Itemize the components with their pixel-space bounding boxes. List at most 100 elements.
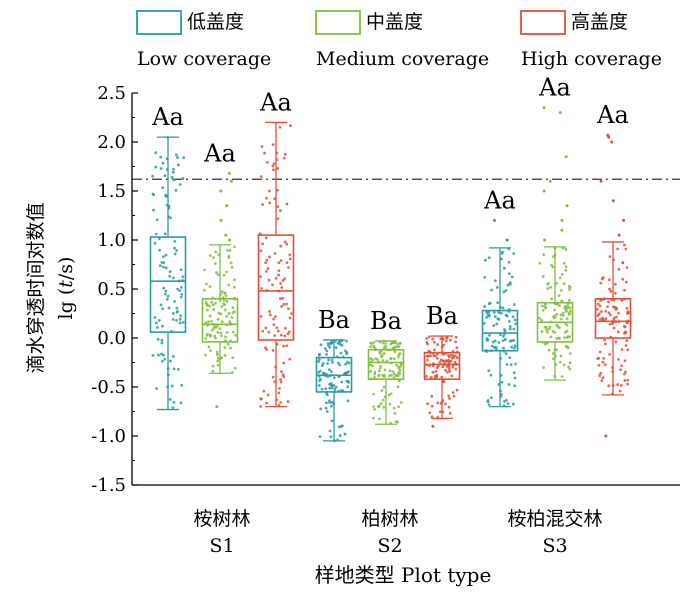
data-point <box>271 164 275 168</box>
data-point <box>490 396 493 400</box>
data-point <box>512 303 516 306</box>
data-point <box>162 353 165 357</box>
outlier-point <box>560 228 564 232</box>
data-point <box>230 265 234 269</box>
data-point <box>438 360 442 364</box>
data-point <box>155 326 159 329</box>
data-point <box>503 338 507 341</box>
legend-label-en: Medium coverage <box>316 48 489 70</box>
data-point <box>442 380 446 383</box>
data-point <box>607 278 611 282</box>
data-point <box>274 276 278 280</box>
data-point <box>168 270 172 273</box>
data-point <box>372 392 375 396</box>
data-point <box>430 394 434 398</box>
data-point <box>378 417 381 421</box>
data-point <box>208 304 211 308</box>
data-point <box>537 316 541 320</box>
data-point <box>368 363 372 367</box>
data-point <box>223 308 227 312</box>
box-s3-medium <box>536 106 574 381</box>
plot-area: Aa Aa Aa Ba Ba Ba Aa Aa Aa <box>132 74 680 443</box>
data-point <box>454 340 457 344</box>
data-point <box>220 290 224 294</box>
data-point <box>277 261 281 265</box>
data-point <box>209 333 212 337</box>
data-point <box>217 253 221 257</box>
data-point <box>393 350 397 354</box>
data-point <box>154 232 158 236</box>
significance-label: Ba <box>318 306 350 334</box>
data-point <box>492 311 496 314</box>
data-point <box>151 353 155 357</box>
data-point <box>501 306 505 310</box>
legend-item: 低盖度 Low coverage <box>136 10 271 70</box>
data-point <box>452 355 456 359</box>
data-point <box>174 188 178 192</box>
data-point <box>566 302 570 306</box>
data-point <box>224 335 227 339</box>
data-point <box>325 410 329 413</box>
data-point <box>449 359 453 363</box>
data-point <box>285 261 289 265</box>
data-point <box>514 322 518 326</box>
data-point <box>568 288 571 291</box>
data-point <box>172 167 175 171</box>
data-point <box>447 394 451 398</box>
data-point <box>282 156 286 160</box>
data-point <box>173 300 176 303</box>
data-point <box>566 345 569 349</box>
data-point <box>227 256 231 259</box>
data-point <box>319 343 323 347</box>
data-point <box>609 313 612 317</box>
data-point <box>214 262 217 265</box>
data-point <box>265 348 269 351</box>
data-point <box>217 311 221 315</box>
data-point <box>180 383 184 387</box>
data-point <box>279 244 283 248</box>
data-point <box>388 369 392 373</box>
data-point <box>616 330 620 334</box>
data-point <box>228 320 232 323</box>
significance-label: Aa <box>596 101 629 129</box>
data-point <box>603 363 607 367</box>
significance-label: Aa <box>259 88 292 116</box>
data-point <box>260 145 264 148</box>
outlier-point <box>560 218 564 222</box>
data-point <box>265 258 269 262</box>
data-point <box>233 366 237 370</box>
box-iqr <box>367 348 405 380</box>
data-point <box>493 339 497 343</box>
y-unit-italic-t: t <box>55 280 77 288</box>
data-point <box>153 241 157 245</box>
outlier-point <box>227 171 231 175</box>
data-point <box>169 359 172 363</box>
data-point <box>326 342 330 345</box>
data-point <box>289 124 292 128</box>
data-point <box>608 323 612 326</box>
data-point <box>377 374 381 378</box>
data-point <box>154 151 158 155</box>
data-point <box>234 333 237 337</box>
data-point <box>274 315 277 318</box>
data-point <box>501 339 505 343</box>
data-point <box>483 305 487 308</box>
data-point <box>623 288 626 292</box>
data-point <box>328 399 331 403</box>
data-point <box>622 324 626 328</box>
data-point <box>389 342 393 346</box>
data-point <box>382 405 386 409</box>
data-point <box>545 328 549 332</box>
data-point <box>397 405 401 409</box>
data-point <box>487 403 491 407</box>
data-point <box>216 273 220 277</box>
data-point <box>371 364 374 368</box>
data-point <box>388 402 392 406</box>
data-point <box>266 393 270 397</box>
data-point <box>382 341 385 345</box>
data-point <box>543 325 547 329</box>
data-point <box>176 368 180 371</box>
data-point <box>502 346 505 350</box>
data-point <box>436 356 439 360</box>
data-point <box>162 265 165 269</box>
